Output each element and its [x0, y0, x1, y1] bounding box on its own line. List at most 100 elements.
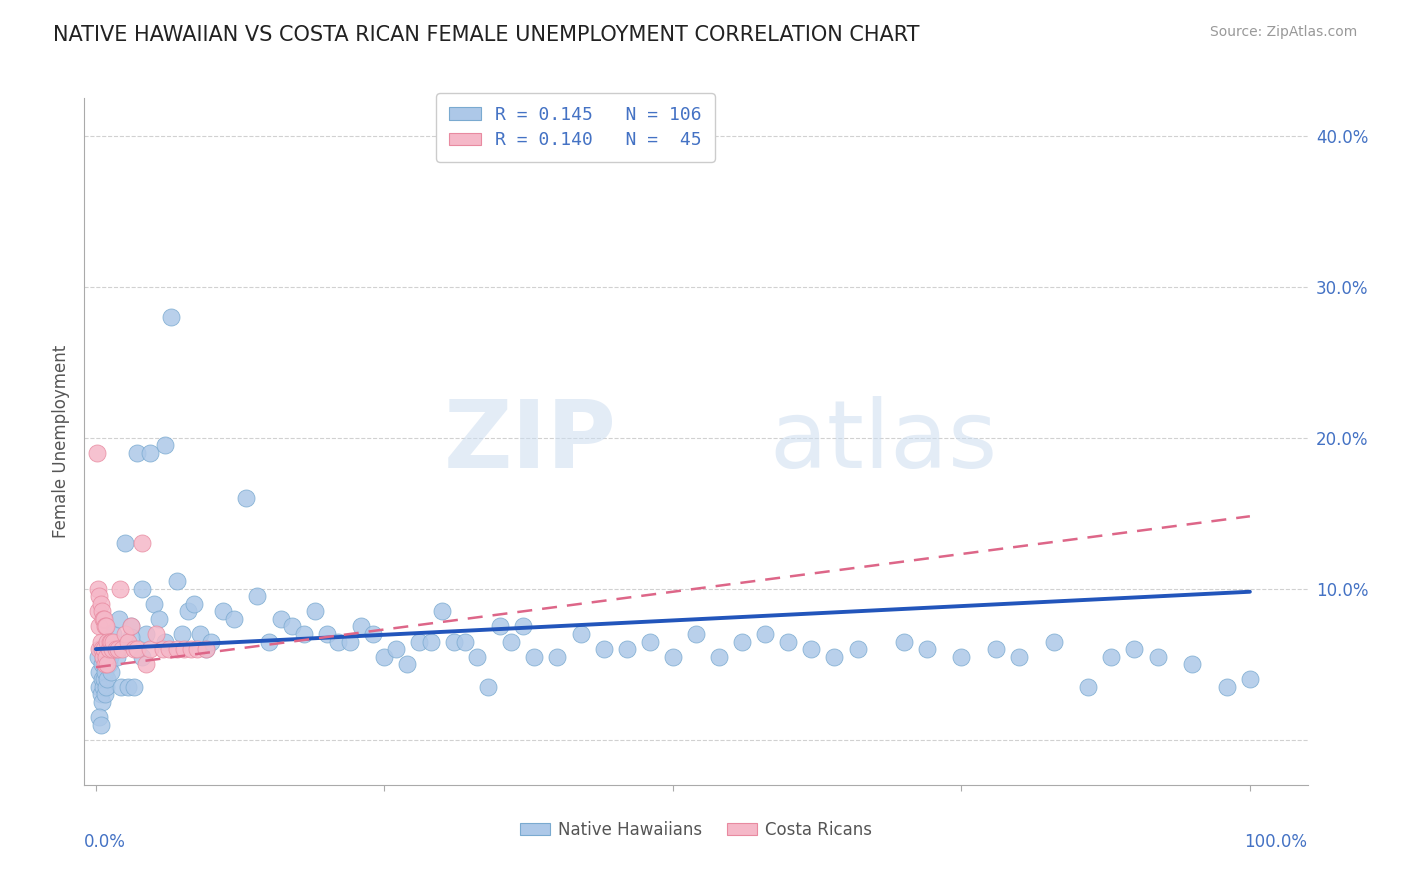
- Text: atlas: atlas: [769, 395, 998, 488]
- Point: [488, 619, 510, 633]
- Point: [131, 536, 153, 550]
- Point: [103, 634, 125, 648]
- Point: [87, 604, 110, 618]
- Point: [98, 649, 121, 664]
- Point: [315, 627, 337, 641]
- Point: [89, 619, 111, 633]
- Point: [512, 619, 534, 633]
- Point: [96, 680, 118, 694]
- Point: [465, 649, 488, 664]
- Y-axis label: Female Unemployment: Female Unemployment: [52, 345, 70, 538]
- Text: NATIVE HAWAIIAN VS COSTA RICAN FEMALE UNEMPLOYMENT CORRELATION CHART: NATIVE HAWAIIAN VS COSTA RICAN FEMALE UN…: [53, 25, 920, 45]
- Point: [778, 634, 800, 648]
- Point: [93, 642, 115, 657]
- Point: [120, 619, 142, 633]
- Point: [93, 673, 115, 687]
- Point: [592, 642, 614, 657]
- Point: [950, 649, 973, 664]
- Point: [547, 649, 569, 664]
- Point: [90, 657, 112, 672]
- Point: [281, 619, 304, 633]
- Point: [96, 657, 118, 672]
- Point: [1008, 649, 1031, 664]
- Point: [87, 649, 110, 664]
- Point: [160, 310, 183, 324]
- Point: [166, 574, 188, 589]
- Point: [114, 536, 136, 550]
- Point: [172, 627, 194, 641]
- Point: [87, 582, 110, 596]
- Point: [200, 634, 222, 648]
- Point: [91, 649, 114, 664]
- Point: [122, 680, 145, 694]
- Point: [86, 446, 108, 460]
- Point: [127, 446, 149, 460]
- Point: [93, 642, 115, 657]
- Point: [120, 630, 142, 644]
- Point: [90, 642, 112, 657]
- Point: [616, 642, 638, 657]
- Point: [731, 634, 754, 648]
- Point: [97, 657, 120, 672]
- Point: [117, 634, 139, 648]
- Point: [89, 642, 111, 657]
- Point: [110, 680, 132, 694]
- Point: [800, 642, 823, 657]
- Point: [96, 619, 118, 633]
- Point: [89, 597, 111, 611]
- Point: [257, 634, 280, 648]
- Point: [846, 642, 869, 657]
- Point: [339, 634, 361, 648]
- Point: [194, 642, 217, 657]
- Point: [89, 680, 111, 694]
- Point: [100, 634, 122, 648]
- Point: [142, 597, 165, 611]
- Point: [91, 649, 114, 664]
- Point: [135, 627, 157, 641]
- Point: [101, 642, 124, 657]
- Point: [430, 604, 453, 618]
- Point: [1181, 657, 1204, 672]
- Point: [180, 642, 202, 657]
- Point: [915, 642, 938, 657]
- Point: [1146, 649, 1168, 664]
- Point: [96, 673, 118, 687]
- Point: [166, 642, 188, 657]
- Point: [177, 604, 200, 618]
- Point: [408, 634, 430, 648]
- Point: [91, 612, 114, 626]
- Point: [96, 634, 118, 648]
- Point: [96, 634, 118, 648]
- Point: [477, 680, 499, 694]
- Point: [139, 642, 162, 657]
- Point: [270, 612, 292, 626]
- Point: [90, 673, 112, 687]
- Point: [523, 649, 546, 664]
- Point: [108, 612, 131, 626]
- Point: [188, 627, 211, 641]
- Point: [194, 642, 217, 657]
- Point: [638, 634, 661, 648]
- Point: [89, 687, 111, 701]
- Point: [131, 582, 153, 596]
- Text: 0.0%: 0.0%: [84, 833, 127, 851]
- Point: [131, 649, 153, 664]
- Point: [754, 627, 776, 641]
- Point: [89, 710, 111, 724]
- Point: [103, 642, 125, 657]
- Point: [157, 642, 180, 657]
- Point: [707, 649, 730, 664]
- Point: [1123, 642, 1146, 657]
- Point: [107, 642, 129, 657]
- Point: [454, 634, 477, 648]
- Point: [1216, 680, 1239, 694]
- Text: Source: ZipAtlas.com: Source: ZipAtlas.com: [1209, 25, 1357, 39]
- Point: [385, 642, 408, 657]
- Point: [127, 642, 149, 657]
- Point: [350, 619, 373, 633]
- Point: [89, 642, 111, 657]
- Point: [328, 634, 350, 648]
- Point: [101, 642, 124, 657]
- Point: [443, 634, 465, 648]
- Point: [148, 612, 170, 626]
